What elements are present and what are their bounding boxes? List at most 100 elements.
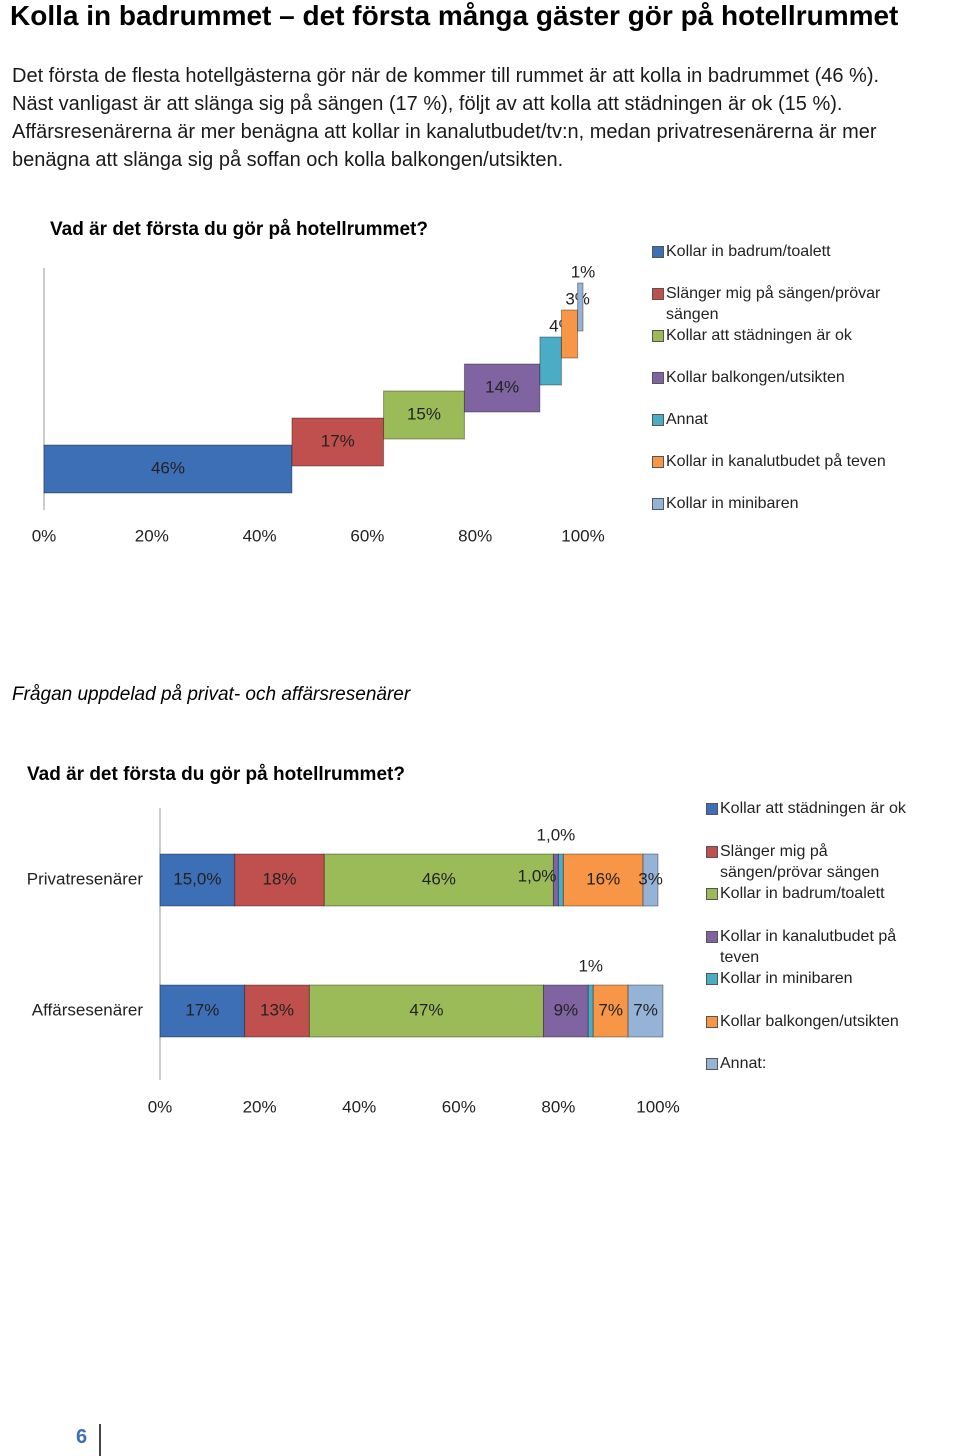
legend-entry: Slänger mig på sängen/prövar sängen (706, 841, 911, 883)
legend-entry: Kollar in kanalutbudet på teven (652, 451, 886, 472)
legend-label: Kollar in badrum/toalett (720, 885, 885, 902)
data-label: 1,0% (518, 866, 557, 885)
category-label: Affärsesenärer (32, 1000, 144, 1019)
bar-segment (587, 984, 594, 1038)
legend-label: Kollar balkongen/utsikten (666, 369, 845, 386)
legend-entry: Kollar att städningen är ok (706, 798, 906, 819)
data-label: 9% (554, 1000, 579, 1019)
data-label: 1% (571, 262, 596, 281)
bar-segment (159, 853, 236, 907)
legend-label: Slänger mig på sängen/prövar sängen (720, 842, 880, 881)
data-label: 46% (151, 458, 185, 477)
data-label: 7% (598, 1000, 623, 1019)
bar-segment (234, 853, 325, 907)
bar-segment (557, 853, 564, 907)
legend-swatch (706, 845, 718, 858)
page-rule (99, 1424, 101, 1456)
bar-segment (323, 853, 554, 907)
data-label: 16% (586, 869, 620, 888)
page-title: Kolla in badrummet – det första många gä… (10, 0, 899, 31)
x-tick-label: 80% (541, 1097, 575, 1116)
data-label: 14% (485, 377, 519, 396)
bar (383, 390, 465, 440)
legend-entry: Annat (652, 409, 708, 430)
chart-title: Vad är det första du gör på hotellrummet… (27, 764, 405, 785)
sentence: Det första de flesta hotellgästerna gör … (12, 65, 880, 87)
x-tick-label: 0% (32, 526, 57, 545)
x-tick-label: 0% (148, 1097, 173, 1116)
bar-segment (627, 984, 664, 1038)
data-label: 15% (407, 404, 441, 423)
data-label: 47% (409, 1000, 443, 1019)
category-label: Privatresenärer (27, 869, 144, 888)
chart-title: Vad är det första du gör på hotellrummet… (50, 219, 428, 240)
legend-swatch (706, 803, 718, 815)
data-label: 3% (638, 869, 663, 888)
legend-label: Annat (666, 411, 708, 428)
legend-swatch (652, 456, 664, 468)
legend-entry: Kollar in badrum/toalett (706, 883, 885, 904)
bar (43, 444, 293, 494)
bar (577, 282, 584, 332)
legend-label: Kollar att städningen är ok (666, 327, 852, 344)
paragraph: Det första de flesta hotellgästerna gör … (12, 62, 922, 174)
x-tick-label: 60% (442, 1097, 476, 1116)
legend-label: Kollar att städningen är ok (720, 800, 906, 817)
legend-entry: Kollar balkongen/utsikten (652, 367, 845, 388)
legend-swatch (706, 1058, 718, 1070)
x-tick-label: 40% (243, 526, 277, 545)
bar (291, 417, 385, 467)
x-tick-label: 60% (350, 526, 384, 545)
data-label: 18% (263, 869, 297, 888)
data-label: 7% (633, 1000, 658, 1019)
legend-swatch (652, 288, 664, 300)
legend-swatch (706, 1015, 718, 1028)
bar (560, 309, 579, 359)
legend-label: Slänger mig på sängen/prövar sängen (666, 285, 881, 323)
bar-segment (552, 853, 559, 907)
legend-label: Kollar in badrum/toalett (666, 243, 831, 260)
legend-label: Annat: (720, 1055, 767, 1072)
data-label: 46% (422, 869, 456, 888)
legend-swatch (706, 930, 718, 943)
legend-swatch (652, 246, 664, 258)
data-label: 1% (578, 956, 603, 975)
bar (539, 336, 562, 386)
legend-entry: Kollar balkongen/utsikten (706, 1011, 899, 1032)
x-tick-label: 80% (458, 526, 492, 545)
page-number: 6 (76, 1426, 88, 1448)
data-label: 17% (321, 431, 355, 450)
bar-segment (562, 853, 644, 907)
legend-label: Kollar in minibaren (720, 970, 853, 987)
legend-swatch (706, 973, 718, 985)
data-label: 17% (185, 1000, 219, 1019)
x-tick-label: 100% (561, 526, 604, 545)
bar-segment (159, 984, 246, 1038)
legend-swatch (652, 414, 664, 426)
x-tick-label: 100% (636, 1097, 679, 1116)
bar-segment (244, 984, 310, 1038)
bar (463, 363, 541, 413)
legend-swatch (652, 372, 664, 384)
legend-swatch (652, 498, 664, 510)
legend-label: Kollar in kanalutbudet på teven (666, 453, 886, 470)
legend-entry: Kollar in kanalutbudet på teven (706, 926, 911, 968)
bar-segment (642, 853, 659, 907)
legend-entry: Slänger mig på sängen/prövar sängen (652, 283, 897, 325)
subheading: Frågan uppdelad på privat- och affärsres… (12, 684, 411, 705)
legend-swatch (652, 330, 664, 342)
sentence: Affärsresenärerna är mer benägna att kol… (12, 121, 877, 171)
data-label: 15,0% (173, 869, 221, 888)
x-tick-label: 20% (135, 526, 169, 545)
x-tick-label: 20% (243, 1097, 277, 1116)
legend-entry: Kollar in minibaren (706, 968, 853, 989)
legend-entry: Kollar in badrum/toalett (652, 241, 831, 262)
x-tick-label: 40% (342, 1097, 376, 1116)
sentence: Näst vanligast är att slänga sig på säng… (12, 93, 843, 115)
bar-segment (308, 984, 544, 1038)
legend-entry: Kollar att städningen är ok (652, 325, 852, 346)
data-label: 1,0% (537, 825, 576, 844)
legend-entry: Annat: (706, 1053, 766, 1074)
